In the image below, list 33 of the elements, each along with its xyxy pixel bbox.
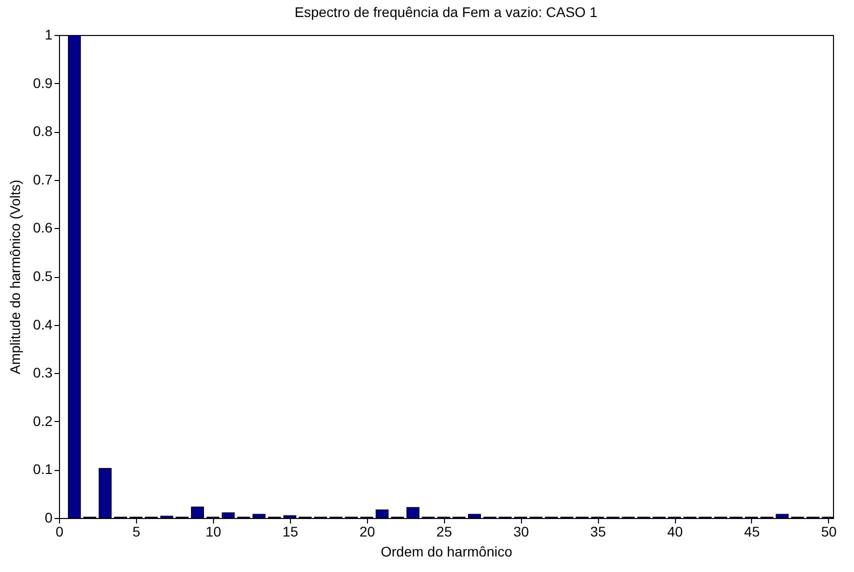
bar xyxy=(222,512,235,518)
x-tick-label: 50 xyxy=(821,524,837,540)
x-tick-label: 30 xyxy=(513,524,530,540)
x-tick-label: 35 xyxy=(590,524,606,540)
bar xyxy=(98,468,112,518)
y-tick-label: 0.2 xyxy=(33,412,53,429)
y-tick-label: 0.5 xyxy=(33,268,53,284)
x-tick-label: 25 xyxy=(436,524,452,540)
bar xyxy=(191,506,204,518)
y-tick-label: 0.8 xyxy=(33,123,53,140)
x-axis-title: Ordem do harmônico xyxy=(380,544,512,560)
bar xyxy=(468,514,481,518)
bar xyxy=(776,514,789,518)
x-tick-label: 20 xyxy=(359,524,376,540)
y-tick-label: 0.4 xyxy=(33,316,53,332)
y-tick-label: 0.7 xyxy=(33,171,53,188)
y-tick-label: 0.3 xyxy=(33,364,53,381)
x-tick-label: 0 xyxy=(56,524,64,540)
y-tick-label: 1 xyxy=(44,26,53,42)
x-tick-label: 15 xyxy=(282,524,298,540)
y-axis-title: Amplitude do harmônico (Volts) xyxy=(7,180,24,374)
chart-title: Espectro de frequência da Fem a vazio: CASO 1 xyxy=(294,4,598,20)
bar xyxy=(376,509,389,518)
y-tick-label: 0.9 xyxy=(33,74,53,91)
bar xyxy=(406,507,420,518)
y-tick-label: 0 xyxy=(44,510,53,526)
y-tick-label: 0.6 xyxy=(33,220,53,236)
y-tick-label: 0.1 xyxy=(33,461,53,478)
x-tick-label: 5 xyxy=(132,524,141,540)
x-tick-label: 45 xyxy=(744,524,760,540)
x-tick-label: 10 xyxy=(206,524,222,540)
x-tick-label: 40 xyxy=(667,524,684,540)
bar xyxy=(252,514,266,518)
